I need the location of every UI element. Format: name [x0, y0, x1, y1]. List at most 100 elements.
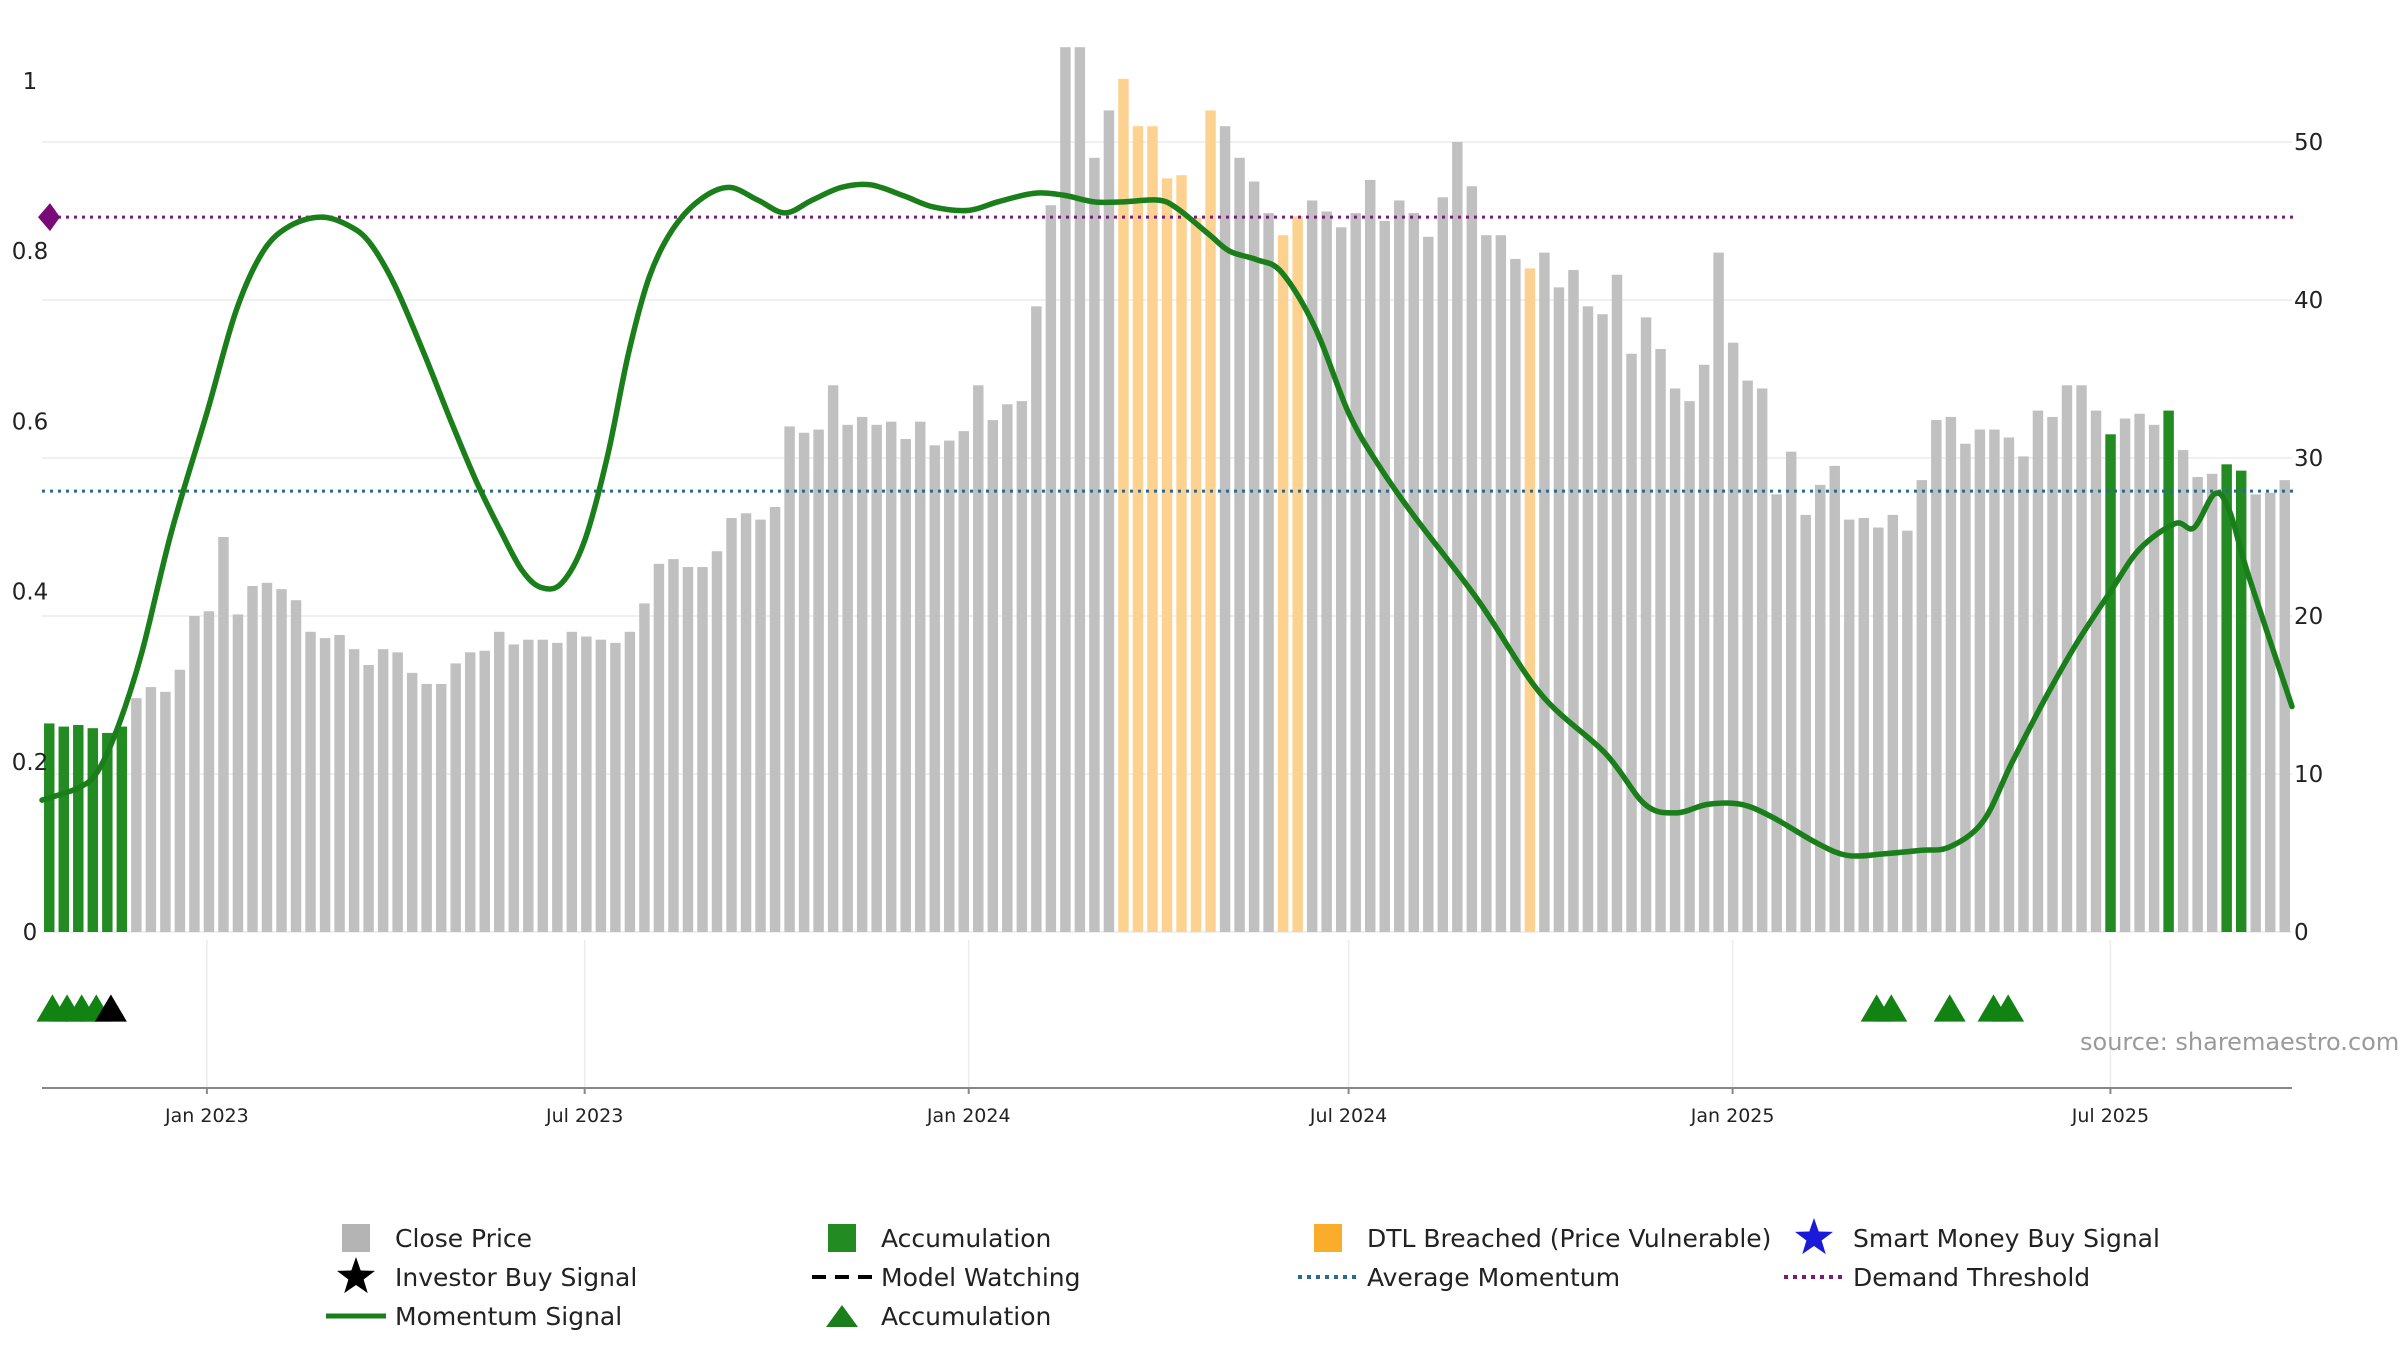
- price-bar: [711, 551, 723, 932]
- price-bar: [2018, 456, 2029, 932]
- price-bar: [1016, 401, 1028, 932]
- price-bar: [1902, 530, 1913, 932]
- price-bar: [1684, 401, 1695, 932]
- price-bar: [2134, 413, 2145, 932]
- price-bar: [581, 636, 592, 932]
- price-bar: [1219, 126, 1231, 932]
- price-bar: [1277, 235, 1289, 933]
- momentum-signal-line: [39, 181, 2295, 859]
- price-bar: [1394, 200, 1405, 932]
- price-bar: [1190, 217, 1202, 933]
- price-bar: [145, 687, 157, 932]
- right-axis-tick-label: 50: [2294, 130, 2323, 156]
- price-bar: [1597, 314, 1608, 933]
- price-bar: [494, 631, 505, 932]
- price-bar: [697, 567, 708, 932]
- price-bar: [624, 631, 636, 932]
- price-bar: [377, 649, 389, 932]
- price-bar: [1263, 213, 1274, 933]
- signal-markers-layer: [36, 994, 2025, 1022]
- legend-swatch: [828, 1224, 856, 1252]
- legend-item: Average Momentum: [1298, 1263, 1620, 1292]
- price-bar: [1408, 213, 1419, 933]
- price-bar: [813, 429, 824, 932]
- price-bar: [2192, 476, 2203, 932]
- right-axis-tick-label: 10: [2294, 762, 2323, 788]
- price-bar: [639, 603, 650, 932]
- price-bar: [2047, 416, 2058, 932]
- price-bar: [319, 638, 331, 932]
- price-bar: [1002, 404, 1013, 932]
- price-bar: [435, 683, 447, 932]
- price-bar: [406, 672, 418, 932]
- price-bar: [1452, 142, 1463, 932]
- price-bar: [2076, 385, 2087, 932]
- price-bar: [1176, 175, 1187, 932]
- price-bar: [973, 385, 984, 932]
- price-bar: [334, 634, 345, 932]
- price-bar: [1698, 364, 1710, 932]
- price-bar: [247, 585, 258, 932]
- right-axis-tick-label: 20: [2294, 604, 2323, 630]
- legend-item: Accumulation: [828, 1224, 1051, 1253]
- price-bar: [726, 518, 737, 932]
- legend-label: Demand Threshold: [1853, 1263, 2090, 1292]
- price-bar: [856, 416, 868, 932]
- legend-label: Momentum Signal: [395, 1302, 622, 1331]
- price-bar: [1568, 269, 1579, 933]
- accumulation-marker: [1992, 994, 2025, 1022]
- legend-triangle-icon: [826, 1305, 858, 1327]
- price-bar: [944, 440, 955, 932]
- legend-label: DTL Breached (Price Vulnerable): [1367, 1224, 1771, 1253]
- price-bar: [915, 421, 926, 932]
- price-bar: [1234, 157, 1245, 933]
- momentum-layer: [39, 181, 2295, 859]
- price-bar: [1481, 235, 1492, 933]
- price-bar: [1539, 252, 1550, 933]
- x-axis-tick-label: Jul 2025: [2071, 1105, 2149, 1127]
- legend-item: Model Watching: [812, 1263, 1081, 1292]
- price-bar: [160, 691, 171, 932]
- price-bar: [1365, 179, 1376, 933]
- bars-layer: [44, 47, 2290, 933]
- price-bar: [595, 639, 607, 932]
- price-bar: [2279, 480, 2290, 932]
- price-bar: [566, 631, 578, 932]
- price-bar: [232, 614, 244, 932]
- reference-lines-layer: [38, 203, 2294, 493]
- price-bar: [2032, 410, 2044, 933]
- legend-swatch: [1314, 1224, 1342, 1252]
- price-bar: [479, 650, 490, 932]
- price-bar: [465, 652, 476, 932]
- price-bar: [189, 616, 200, 932]
- price-bar: [73, 725, 84, 932]
- price-bar: [1815, 484, 1826, 932]
- price-bar: [827, 385, 839, 932]
- price-bar: [1669, 388, 1681, 933]
- price-bar: [2119, 418, 2131, 932]
- price-bar: [116, 726, 128, 932]
- price-bar: [1031, 306, 1042, 932]
- legend-item: Investor Buy Signal: [336, 1257, 637, 1294]
- price-bar: [290, 600, 302, 932]
- price-bar: [102, 732, 113, 932]
- legend-label: Smart Money Buy Signal: [1853, 1224, 2160, 1253]
- price-bar: [1742, 380, 1753, 933]
- legend-label: Model Watching: [881, 1263, 1081, 1292]
- price-bar: [1205, 110, 1216, 932]
- price-bar: [1582, 306, 1594, 932]
- price-bar: [2206, 473, 2218, 932]
- price-bar: [755, 519, 766, 932]
- price-bar: [1045, 205, 1057, 932]
- price-bar: [769, 506, 781, 932]
- price-bar: [44, 723, 55, 932]
- price-bar: [1103, 110, 1115, 932]
- price-bar: [1800, 514, 1811, 932]
- price-bar: [987, 420, 999, 932]
- legend-item: Close Price: [342, 1224, 532, 1253]
- price-bar: [1960, 443, 1971, 932]
- price-bar: [537, 639, 549, 932]
- legend-item: Momentum Signal: [326, 1302, 622, 1331]
- price-bar: [174, 669, 186, 932]
